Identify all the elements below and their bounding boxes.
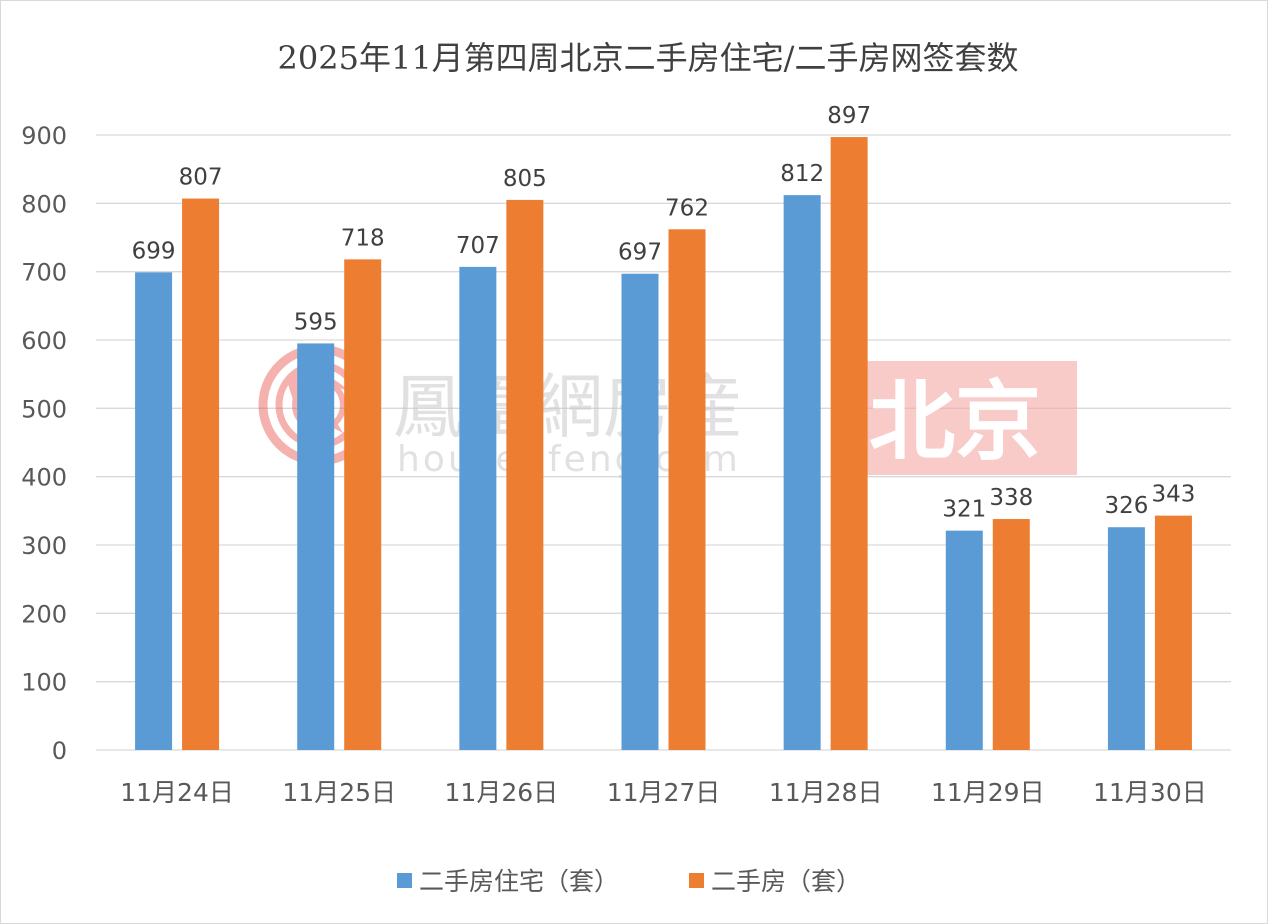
- y-axis-ticks: 0 100 200 300 400 500 600 700 800 900: [21, 122, 67, 765]
- x-category-label: 11月30日: [1093, 778, 1207, 807]
- legend-label-residential: 二手房住宅（套）: [419, 867, 619, 896]
- data-label-residential: 326: [1104, 493, 1148, 519]
- bar-total: [182, 198, 220, 751]
- x-category-label: 11月25日: [282, 778, 396, 807]
- chart-title: 2025年11月第四周北京二手房住宅/二手房网签套数: [278, 39, 1019, 77]
- x-axis-categories: 11月24日 11月25日 11月26日 11月27日 11月28日 11月29日 11月3…: [120, 778, 1206, 807]
- bar-residential: [297, 343, 335, 750]
- y-tick-label: 900: [21, 122, 67, 150]
- bar-residential: [1107, 527, 1145, 750]
- legend-label-total: 二手房（套）: [711, 867, 861, 896]
- bar-residential: [135, 272, 173, 750]
- y-tick-label: 800: [21, 190, 67, 218]
- bar-residential: [459, 266, 497, 750]
- bar-residential: [945, 530, 983, 750]
- bar-total: [506, 199, 544, 750]
- bar-total: [1154, 515, 1192, 750]
- data-label-total: 805: [503, 166, 547, 192]
- x-category-label: 11月28日: [769, 778, 883, 807]
- data-label-residential: 595: [294, 309, 338, 335]
- y-tick-label: 700: [21, 259, 67, 287]
- bar-total: [992, 519, 1030, 750]
- bar-total: [668, 229, 706, 751]
- gridlines: [96, 134, 1231, 751]
- y-tick-label: 500: [21, 395, 67, 423]
- x-category-label: 11月24日: [120, 778, 234, 807]
- data-label-residential: 697: [618, 240, 662, 266]
- data-label-total: 762: [665, 195, 709, 221]
- x-category-label: 11月26日: [445, 778, 559, 807]
- data-label-residential: 321: [942, 497, 986, 523]
- y-tick-label: 300: [21, 532, 67, 560]
- x-category-label: 11月27日: [607, 778, 721, 807]
- bar-residential: [621, 273, 659, 750]
- data-label-total: 807: [179, 165, 223, 191]
- bar-total: [830, 137, 868, 751]
- data-label-total: 338: [989, 485, 1033, 511]
- y-tick-label: 200: [21, 600, 67, 628]
- data-label-total: 343: [1151, 482, 1195, 508]
- x-category-label: 11月29日: [931, 778, 1045, 807]
- legend-swatch-residential: [397, 873, 412, 888]
- y-tick-label: 400: [21, 464, 67, 492]
- legend: 二手房住宅（套） 二手房（套）: [397, 867, 861, 896]
- y-tick-label: 600: [21, 327, 67, 355]
- data-label-residential: 699: [132, 238, 176, 264]
- data-label-total: 897: [827, 103, 871, 129]
- watermark-city: 北京: [869, 371, 1041, 472]
- data-label-residential: 812: [780, 161, 824, 187]
- y-tick-label: 100: [21, 669, 67, 697]
- bar-total: [344, 259, 382, 750]
- bars: [135, 137, 1192, 751]
- watermark-city-badge: [833, 361, 1077, 475]
- y-tick-label: 0: [52, 737, 67, 765]
- data-label-residential: 707: [456, 233, 500, 259]
- bar-residential: [783, 195, 821, 751]
- data-label-total: 718: [341, 225, 385, 251]
- legend-swatch-total: [689, 873, 704, 888]
